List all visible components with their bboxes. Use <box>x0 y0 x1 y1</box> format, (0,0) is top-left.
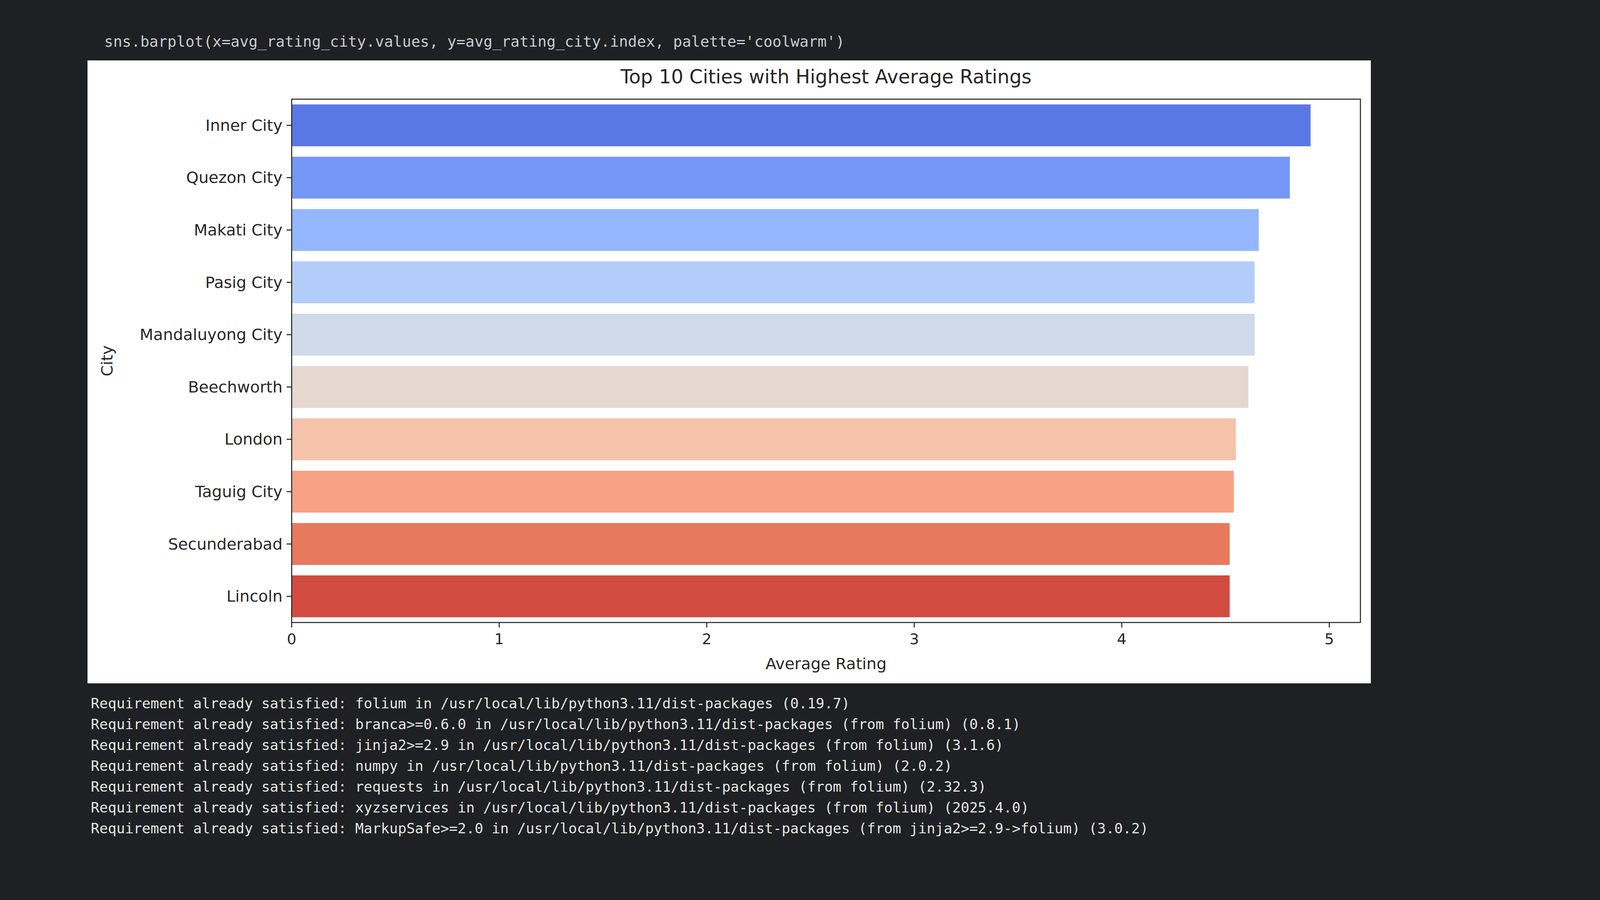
figure-background <box>87 60 1371 684</box>
y-tick <box>286 125 292 127</box>
bar <box>291 470 1234 513</box>
bar <box>291 156 1290 199</box>
bar <box>291 575 1230 618</box>
y-tick-label: Beechworth <box>187 377 283 397</box>
y-tick <box>286 334 292 336</box>
console-line: Requirement already satisfied: requests … <box>90 778 987 795</box>
bar <box>291 522 1230 565</box>
page: sns.barplot(x=avg_rating_city.values, y=… <box>0 0 1600 900</box>
console-line: Requirement already satisfied: MarkupSaf… <box>90 820 1149 837</box>
x-tick <box>1328 622 1330 628</box>
y-tick-label: London <box>224 430 283 449</box>
y-tick-label: Quezon City <box>186 168 283 187</box>
console-line: Requirement already satisfied: jinja2>=2… <box>90 736 1004 754</box>
console-line: Requirement already satisfied: branca>=0… <box>90 715 1021 733</box>
bars <box>291 104 1311 618</box>
chart-title: Top 10 Cities with Highest Average Ratin… <box>620 65 1032 88</box>
y-tick <box>286 177 292 179</box>
y-tick-label: Lincoln <box>226 587 283 606</box>
console-line: Requirement already satisfied: xyzservic… <box>90 799 1030 816</box>
x-tick-label: 1 <box>494 630 505 648</box>
bar <box>291 104 1311 147</box>
y-tick <box>286 281 292 283</box>
x-tick-label: 4 <box>1117 630 1127 648</box>
plot-frame <box>291 99 1361 623</box>
y-tick <box>286 543 292 545</box>
y-tick-label: Inner City <box>205 116 283 135</box>
x-tick <box>498 622 500 628</box>
bar <box>291 313 1255 356</box>
bar <box>291 418 1236 460</box>
bar <box>291 366 1249 408</box>
x-tick-label: 3 <box>909 630 920 648</box>
code-line: sns.barplot(x=avg_rating_city.values, y=… <box>104 32 845 51</box>
y-tick <box>286 229 292 231</box>
y-tick-label: Makati City <box>193 220 283 240</box>
x-tick <box>706 622 708 628</box>
y-tick-label: Pasig City <box>205 273 283 292</box>
console-line: Requirement already satisfied: folium in… <box>90 695 850 712</box>
x-tick <box>1121 622 1123 628</box>
y-tick <box>286 386 292 388</box>
x-axis-label: Average Rating <box>765 654 887 673</box>
x-tick-label: 5 <box>1324 630 1335 648</box>
x-tick <box>291 622 293 628</box>
y-tick <box>286 491 292 493</box>
x-tick-label: 0 <box>287 630 297 648</box>
y-tick <box>286 438 292 440</box>
y-axis-label: City <box>97 345 117 377</box>
console-line: Requirement already satisfied: numpy in … <box>90 757 953 775</box>
y-tick-label: Mandaluyong City <box>139 325 283 344</box>
y-tick-label: Secunderabad <box>168 535 283 554</box>
y-tick-label: Taguig City <box>194 482 283 501</box>
bar <box>291 261 1255 303</box>
bar <box>291 209 1259 251</box>
x-tick-label: 2 <box>702 630 712 648</box>
x-tick <box>913 622 915 628</box>
y-tick <box>286 595 292 598</box>
